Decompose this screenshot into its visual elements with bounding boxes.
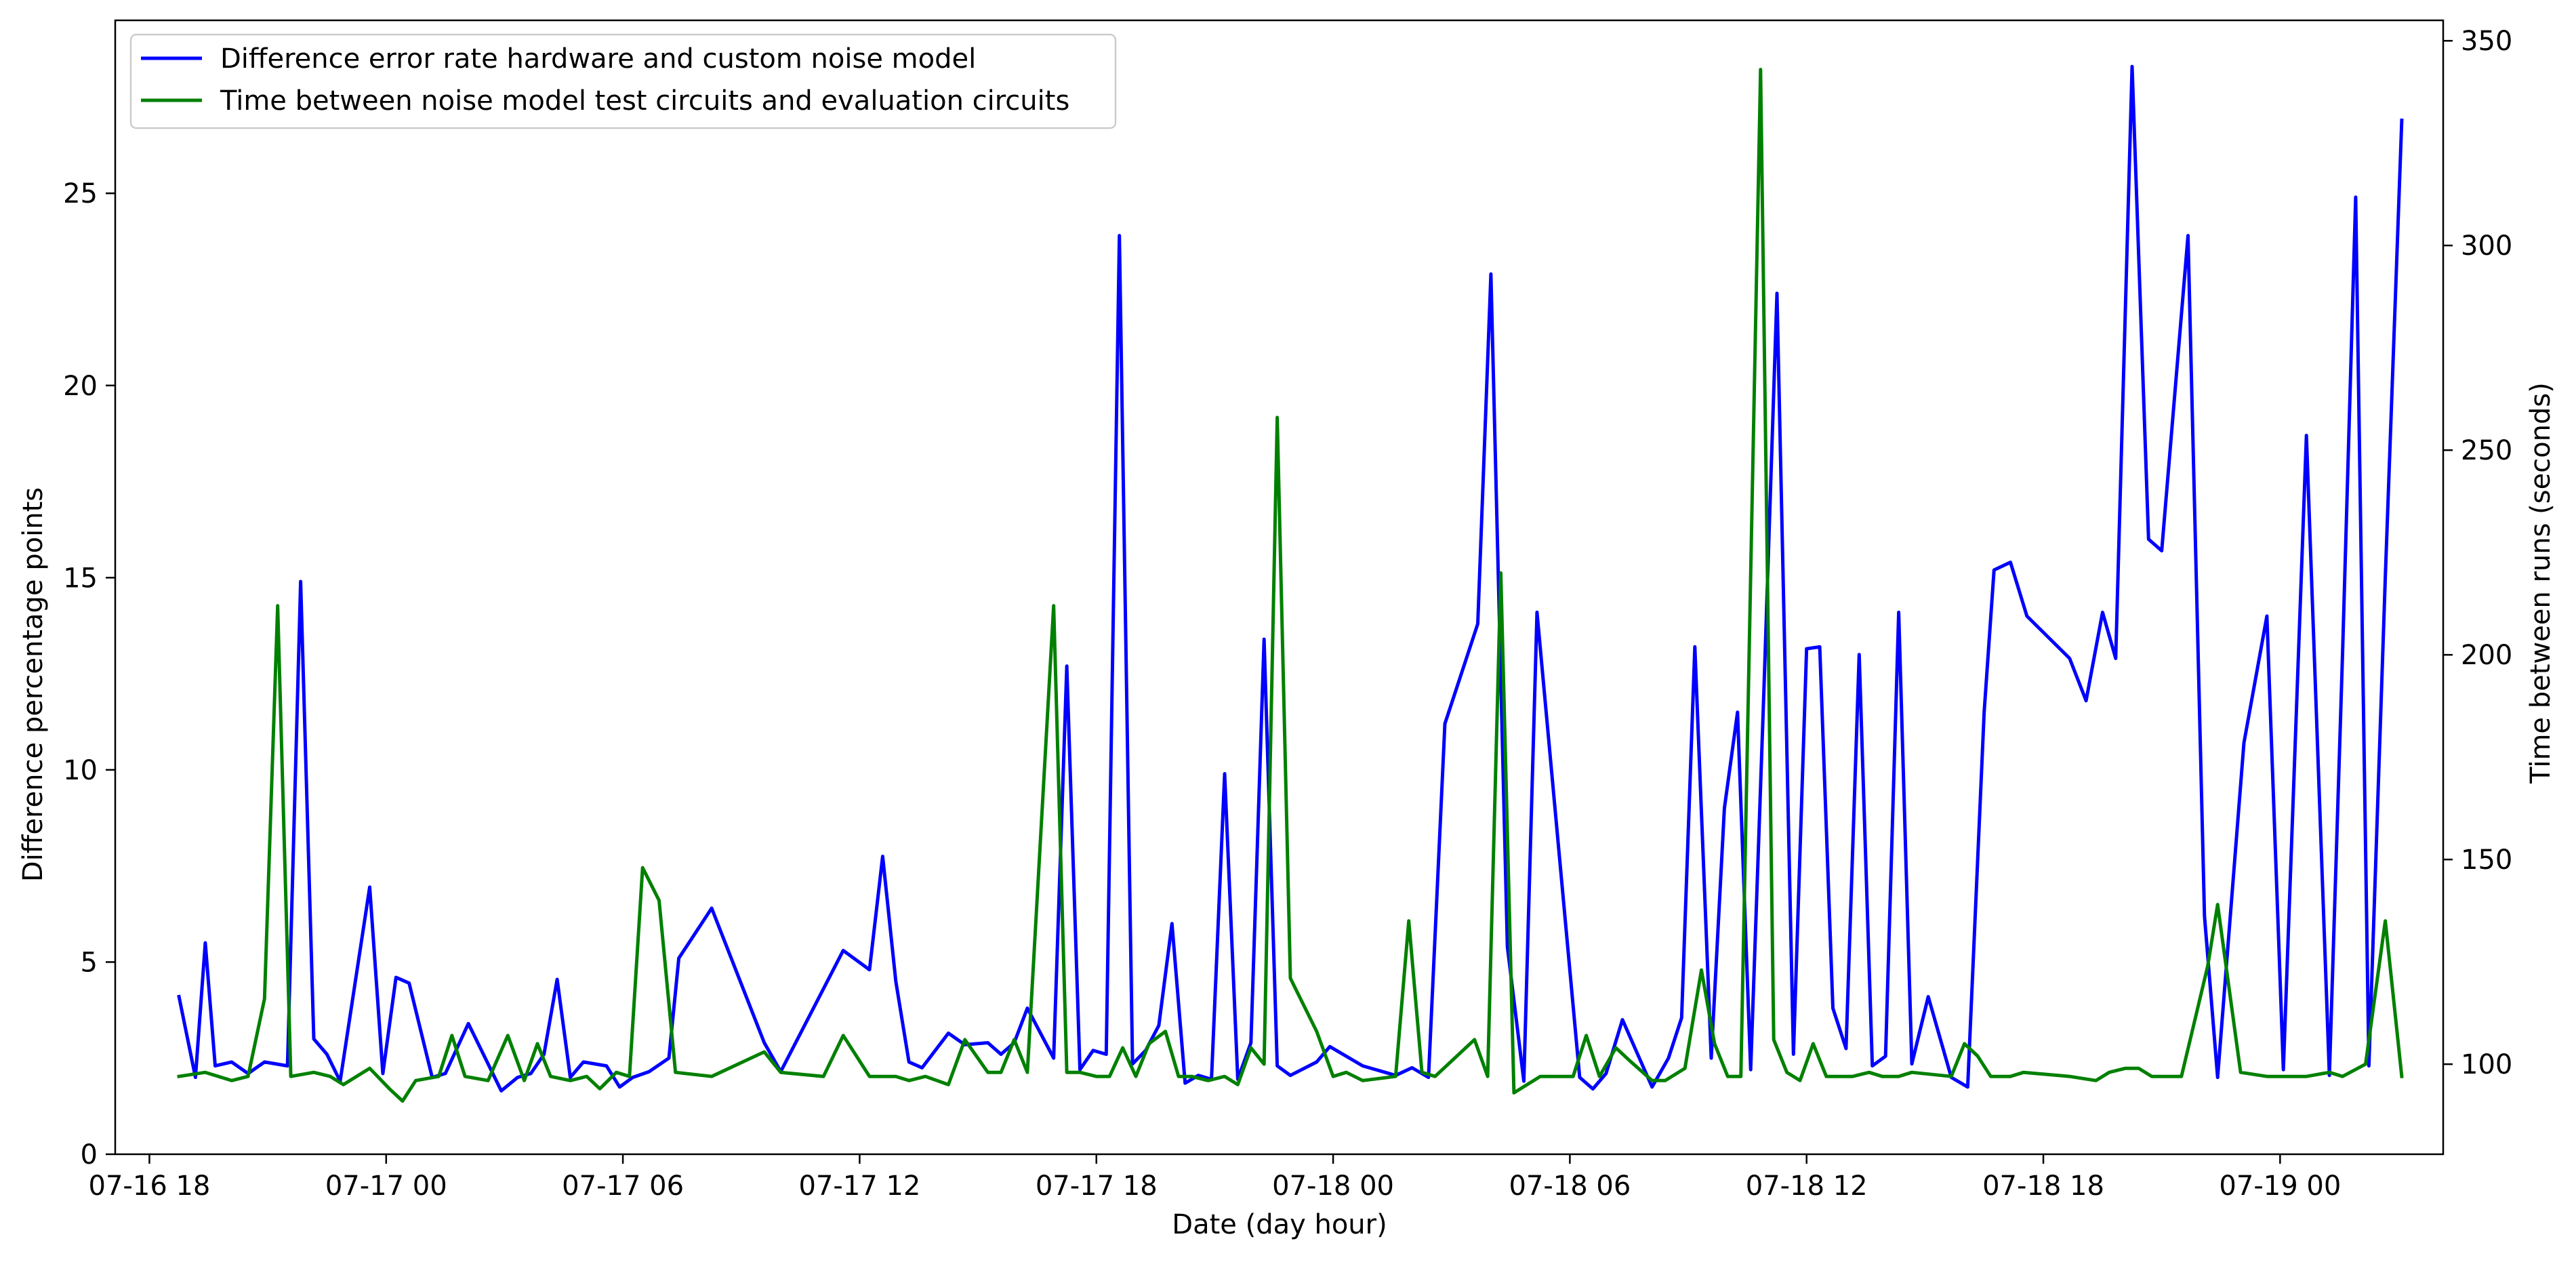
legend-label-difference: Difference error rate hardware and custo…: [220, 43, 976, 75]
y-right-tick-label: 250: [2461, 435, 2512, 466]
y-left-tick-label: 10: [63, 755, 98, 786]
y-axis-left: 0 5 10 15 20 25: [63, 178, 115, 1171]
x-tick-label: 07-17 06: [562, 1171, 684, 1202]
x-tick-label: 07-19 00: [2219, 1171, 2341, 1202]
y-right-tick-label: 300: [2461, 230, 2512, 262]
legend-box: [129, 33, 1117, 129]
x-tick-label: 07-18 06: [1509, 1171, 1631, 1202]
y-left-tick-label: 15: [63, 563, 98, 594]
x-tick-label: 07-18 00: [1272, 1171, 1394, 1202]
x-axis-label: Date (day hour): [1172, 1209, 1387, 1240]
time-between-runs-line: [177, 68, 2404, 1103]
y-left-tick-label: 25: [63, 178, 98, 209]
series-layer: [177, 64, 2404, 1103]
y-axis-right: 100 150 200 250 300 350: [2443, 26, 2512, 1080]
y-left-tick-label: 20: [63, 371, 98, 402]
plot-frame: [114, 19, 2445, 1156]
y-right-tick-label: 150: [2461, 844, 2512, 876]
x-tick-label: 07-18 12: [1746, 1171, 1868, 1202]
y-right-tick-label: 200: [2461, 640, 2512, 671]
y-axis-label-right: Time between runs (seconds): [2525, 382, 2556, 784]
x-tick-label: 07-17 00: [325, 1171, 447, 1202]
x-tick-label: 07-17 18: [1036, 1171, 1158, 1202]
x-tick-label: 07-18 18: [1982, 1171, 2104, 1202]
y-right-tick-label: 350: [2461, 26, 2512, 57]
difference-error-rate-line: [177, 64, 2404, 1093]
y-axis-label-left: Difference percentage points: [18, 487, 49, 882]
x-tick-label: 07-17 12: [799, 1171, 921, 1202]
y-left-tick-label: 0: [81, 1139, 98, 1171]
y-left-tick-label: 5: [81, 947, 98, 978]
x-tick-label: 07-16 18: [89, 1171, 211, 1202]
x-axis: 07-16 18 07-17 00 07-17 06 07-17 12 07-17 18…: [89, 1154, 2341, 1202]
legend-label-time: Time between noise model test circuits a…: [220, 85, 1069, 117]
y-right-tick-label: 100: [2461, 1049, 2512, 1080]
legend: Difference error rate hardware and custo…: [129, 33, 1117, 129]
